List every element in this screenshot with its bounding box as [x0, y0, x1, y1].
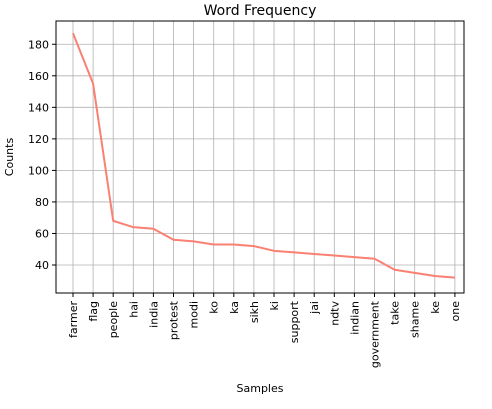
x-tick-label: farmer — [67, 301, 80, 338]
x-tick-label: take — [389, 301, 402, 325]
x-tick-label: ndtv — [328, 301, 341, 326]
x-axis-label: Samples — [237, 382, 284, 395]
y-axis-label: Counts — [3, 138, 16, 177]
y-tick-label: 140 — [28, 101, 49, 114]
y-tick-label: 120 — [28, 133, 49, 146]
y-tick-label: 60 — [35, 227, 49, 240]
y-tick-label: 180 — [28, 38, 49, 51]
x-tick-label: one — [449, 301, 462, 322]
x-tick-label: flag — [87, 301, 100, 322]
x-tick-label: protest — [168, 300, 181, 340]
x-tick-label: indian — [348, 301, 361, 335]
y-tick-label: 40 — [35, 259, 49, 272]
y-axis: 40 60 80 100 120 140 160 180 — [28, 38, 56, 272]
series-line — [72, 32, 455, 279]
x-axis: farmer flag people hai india protest modi ko ka s… — [67, 293, 462, 368]
chart-title: Word Frequency — [204, 3, 317, 19]
series-layer — [72, 32, 455, 279]
x-tick-label: hai — [127, 301, 140, 318]
y-tick-label: 80 — [35, 196, 49, 209]
plot-frame — [55, 20, 465, 294]
y-tick-label: 100 — [28, 164, 49, 177]
x-tick-label: ko — [208, 301, 221, 314]
x-tick-label: government — [369, 300, 382, 368]
grid — [56, 21, 464, 293]
x-tick-label: sikh — [248, 301, 261, 323]
x-tick-label: shame — [409, 301, 422, 338]
x-tick-label: ke — [429, 301, 442, 314]
x-tick-label: india — [147, 301, 160, 328]
x-tick-label: modi — [188, 301, 201, 328]
x-tick-label: ki — [268, 301, 281, 310]
x-tick-label: people — [107, 301, 120, 339]
y-tick-label: 160 — [28, 70, 49, 83]
x-tick-label: ka — [228, 301, 241, 314]
x-tick-label: support — [288, 300, 301, 343]
x-tick-label: jai — [308, 301, 321, 315]
